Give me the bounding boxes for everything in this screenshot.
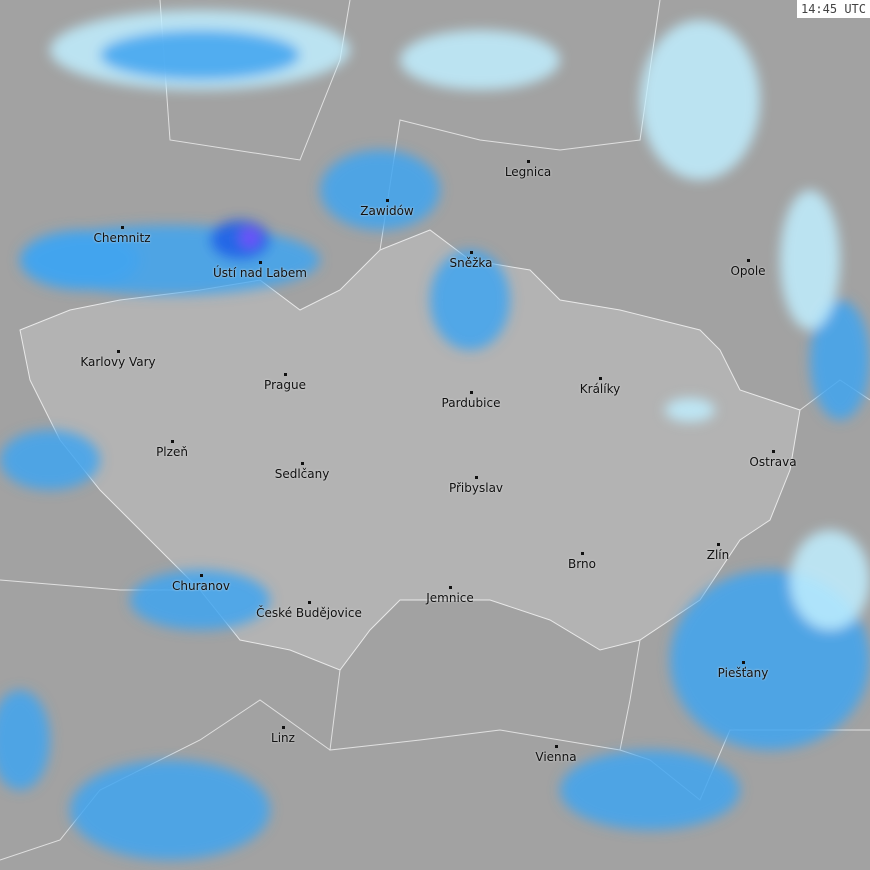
city-dot	[386, 199, 389, 202]
precipitation-cell	[810, 300, 870, 420]
city-label: Plzeň	[156, 445, 188, 459]
city-dot	[282, 726, 285, 729]
city-label: Pardubice	[441, 396, 501, 410]
city-label: Zlín	[706, 548, 730, 562]
precipitation-cell	[0, 690, 50, 790]
city-label: Piešťany	[717, 666, 769, 680]
precipitation-cell	[400, 30, 560, 90]
precipitation-cell	[210, 220, 270, 260]
city-dot	[599, 377, 602, 380]
city-dot	[470, 391, 473, 394]
city-dot	[121, 226, 124, 229]
city-dot	[171, 440, 174, 443]
city-dot	[717, 543, 720, 546]
city-dot	[284, 373, 287, 376]
city-label: Králíky	[579, 382, 621, 396]
precipitation-cell	[240, 228, 260, 248]
city-dot	[475, 476, 478, 479]
czech-republic-area	[19, 229, 801, 671]
city-label: Linz	[271, 731, 295, 745]
precipitation-layer	[0, 10, 870, 860]
precipitation-cell	[780, 190, 840, 330]
precipitation-cell	[20, 230, 140, 290]
city-label: Karlovy Vary	[80, 355, 156, 369]
timestamp: 14:45 UTC	[796, 0, 870, 18]
precipitation-cell	[560, 750, 740, 830]
city-label: Přibyslav	[448, 481, 504, 495]
city-label: Ostrava	[749, 455, 797, 469]
city-dot	[449, 586, 452, 589]
city-label: Opole	[730, 264, 766, 278]
city-dot	[555, 745, 558, 748]
city-label: České Budějovice	[256, 606, 362, 620]
precipitation-cell	[70, 760, 270, 860]
city-label: Sedlčany	[274, 467, 330, 481]
city-dot	[200, 574, 203, 577]
city-dot	[581, 552, 584, 555]
city-label: Chemnitz	[93, 231, 151, 245]
city-label: Vienna	[535, 750, 577, 764]
city-dot	[742, 661, 745, 664]
city-label: Prague	[264, 378, 306, 392]
city-label: Churanov	[172, 579, 230, 593]
precipitation-cell	[640, 20, 760, 180]
precipitation-cell	[100, 30, 300, 80]
city-label: Sněžka	[449, 256, 493, 270]
city-label: Brno	[568, 557, 596, 571]
city-dot	[117, 350, 120, 353]
city-dot	[747, 259, 750, 262]
precipitation-cell	[790, 530, 870, 630]
precipitation-cell	[320, 150, 440, 230]
city-dot	[301, 462, 304, 465]
city-label: Jemnice	[426, 591, 474, 605]
city-label: Legnica	[504, 165, 552, 179]
precipitation-cell	[430, 250, 510, 350]
city-label: Ústí nad Labem	[212, 266, 308, 280]
precipitation-cell	[130, 570, 270, 630]
city-dot	[772, 450, 775, 453]
city-dot	[259, 261, 262, 264]
city-dot	[527, 160, 530, 163]
city-dot	[308, 601, 311, 604]
precipitation-cell	[0, 430, 100, 490]
precipitation-cell	[665, 398, 715, 422]
city-label: Zawidów	[360, 204, 414, 218]
city-dot	[470, 251, 473, 254]
